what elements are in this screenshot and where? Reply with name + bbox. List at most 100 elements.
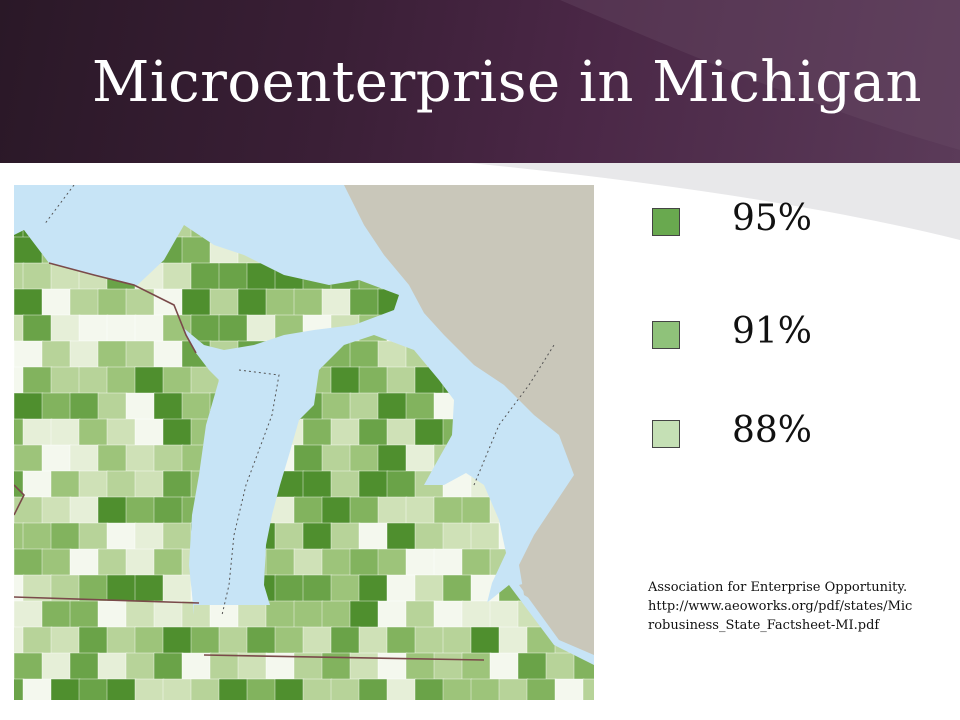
county-cell — [69, 548, 100, 577]
county-cell — [237, 340, 268, 369]
county-cell — [106, 574, 137, 603]
county-cell — [377, 652, 408, 681]
county-cell — [154, 185, 183, 212]
county-cell — [209, 444, 240, 473]
county-cell — [293, 444, 324, 473]
county-cell — [321, 288, 352, 317]
county-cell — [414, 418, 445, 447]
county-cell — [358, 574, 389, 603]
county-cell — [377, 600, 408, 629]
county-cell — [125, 392, 156, 421]
county-cell — [125, 496, 156, 525]
county-cell — [302, 522, 333, 551]
county-cell — [265, 548, 296, 577]
county-cell — [50, 366, 81, 395]
county-cell — [293, 496, 324, 525]
county-cell — [330, 418, 361, 447]
county-cell — [349, 496, 380, 525]
legend-label-95: 95% — [732, 198, 813, 239]
county-cell — [153, 600, 184, 629]
county-cell — [69, 288, 100, 317]
county-cell — [237, 236, 268, 265]
county-map-svg — [14, 185, 594, 700]
county-cell — [489, 496, 520, 525]
county-cell — [125, 652, 156, 681]
county-cell — [489, 392, 520, 421]
county-cell — [218, 418, 249, 447]
county-cell — [246, 626, 277, 655]
county-cell — [405, 496, 436, 525]
county-cell — [134, 626, 165, 655]
county-cell — [265, 392, 296, 421]
county-cell — [386, 314, 417, 343]
overlay-layer — [14, 185, 555, 661]
county-cell — [190, 678, 221, 700]
county-cell — [433, 392, 464, 421]
county-cell — [461, 652, 492, 681]
county-cell — [22, 626, 53, 655]
county-cell — [22, 262, 53, 291]
county-cell — [433, 652, 464, 681]
county-cell — [517, 444, 548, 473]
county-cell — [50, 626, 81, 655]
county-cell — [162, 470, 193, 499]
county-cell — [22, 522, 53, 551]
county-cell — [97, 444, 128, 473]
county-cell — [190, 418, 221, 447]
county-cell — [190, 262, 221, 291]
county-cell — [14, 185, 43, 212]
county-cell — [14, 314, 25, 343]
legend-label-88: 88% — [732, 410, 813, 451]
county-cell — [442, 574, 473, 603]
county-cell — [209, 652, 240, 681]
county-cell — [293, 548, 324, 577]
county-cell — [126, 185, 155, 212]
county-layer — [14, 185, 594, 700]
county-cell — [97, 392, 128, 421]
county-cell — [50, 225, 81, 239]
county-cell — [22, 225, 53, 239]
county-cell — [162, 678, 193, 700]
county-cell — [14, 185, 15, 212]
county-cell — [330, 574, 361, 603]
county-cell — [134, 418, 165, 447]
county-cell — [41, 444, 72, 473]
county-cell — [209, 340, 240, 369]
county-cell — [302, 314, 333, 343]
county-cell — [265, 288, 296, 317]
county-cell — [78, 225, 109, 239]
county-cell — [294, 185, 323, 212]
county-cell — [349, 392, 380, 421]
county-cell — [274, 626, 305, 655]
county-cell — [190, 366, 221, 395]
county-cell — [106, 225, 137, 239]
county-cell — [433, 496, 464, 525]
west-border-fragment — [14, 484, 25, 516]
county-cell — [274, 262, 305, 291]
county-cell — [573, 652, 594, 681]
legend-label-91: 91% — [732, 311, 813, 352]
county-cell — [97, 652, 128, 681]
county-cell — [190, 574, 221, 603]
county-cell — [218, 366, 249, 395]
county-cell — [97, 236, 128, 265]
county-cell — [470, 678, 501, 700]
county-cell — [414, 574, 445, 603]
county-cell — [489, 600, 520, 629]
county-cell — [134, 574, 165, 603]
county-cell — [78, 470, 109, 499]
county-cell — [162, 262, 193, 291]
county-cell — [50, 522, 81, 551]
county-cell — [106, 314, 137, 343]
county-cell — [321, 444, 352, 473]
county-cell — [97, 548, 128, 577]
county-cell — [405, 392, 436, 421]
county-cell — [330, 314, 361, 343]
county-cell — [182, 185, 211, 212]
county-cell — [134, 470, 165, 499]
county-cell — [358, 366, 389, 395]
county-cell — [237, 600, 268, 629]
county-cell — [237, 392, 268, 421]
county-cell — [78, 678, 109, 700]
county-cell — [209, 496, 240, 525]
